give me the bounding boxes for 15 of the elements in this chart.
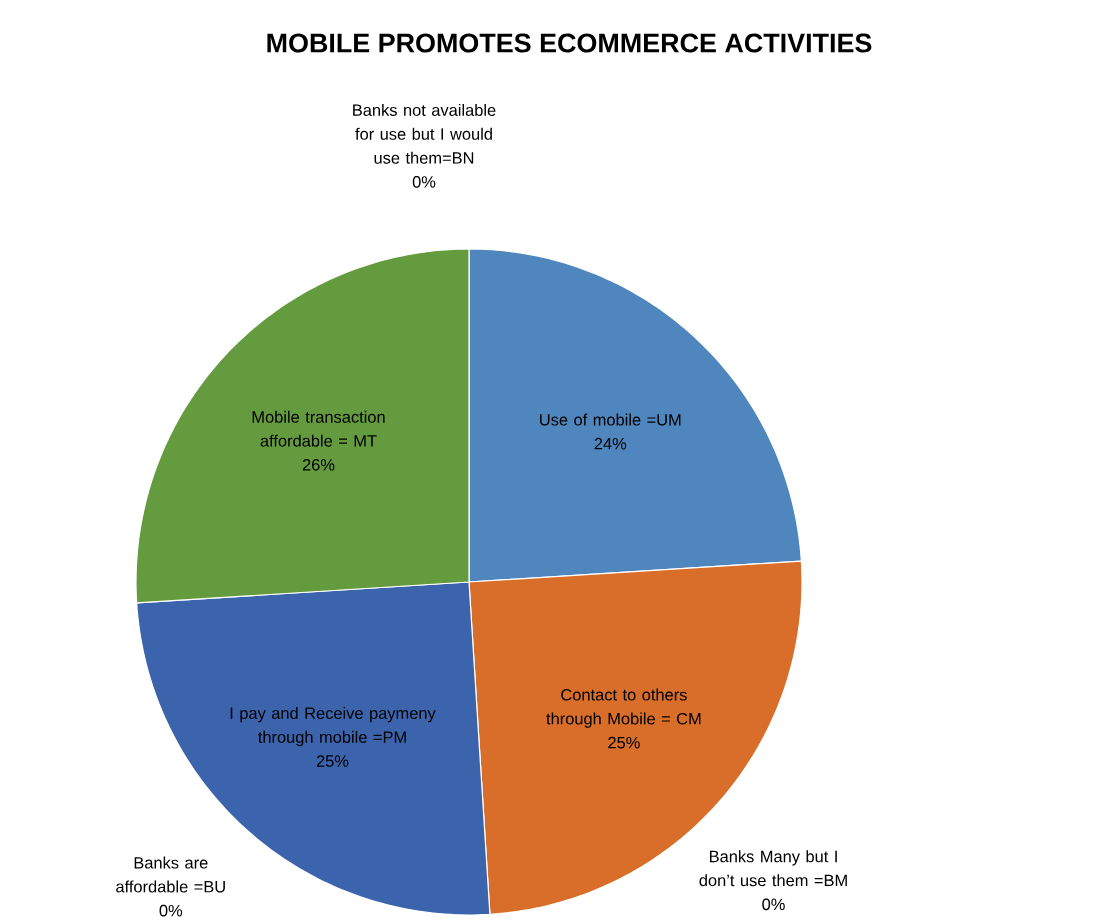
slice-label: I pay and Receive paymeny through mobile =PM bbox=[230, 707, 436, 747]
text: 0% bbox=[159, 904, 183, 917]
category-label: Banks are affordable =BU bbox=[116, 856, 225, 893]
data-label: 25% bbox=[316, 755, 349, 767]
category-label: Banks not available for use but I would use them=BN bbox=[353, 104, 496, 164]
chart-title: MOBILE PROMOTES ECOMMERCE ACTIVITIES bbox=[267, 33, 872, 53]
slice-label: Use of mobile =UM bbox=[540, 413, 681, 426]
data-label: 25% bbox=[608, 736, 640, 749]
data-label: 24% bbox=[594, 437, 627, 450]
text: 0% bbox=[412, 176, 436, 188]
data-label: 26% bbox=[302, 459, 335, 471]
slice-label: Mobile transaction affordable = MT bbox=[252, 410, 385, 447]
text: 0% bbox=[762, 898, 785, 911]
category-label: Banks Many but I don’t use them =BM bbox=[699, 850, 847, 887]
slice-label: Contact to others through Mobile = CM bbox=[546, 688, 701, 728]
